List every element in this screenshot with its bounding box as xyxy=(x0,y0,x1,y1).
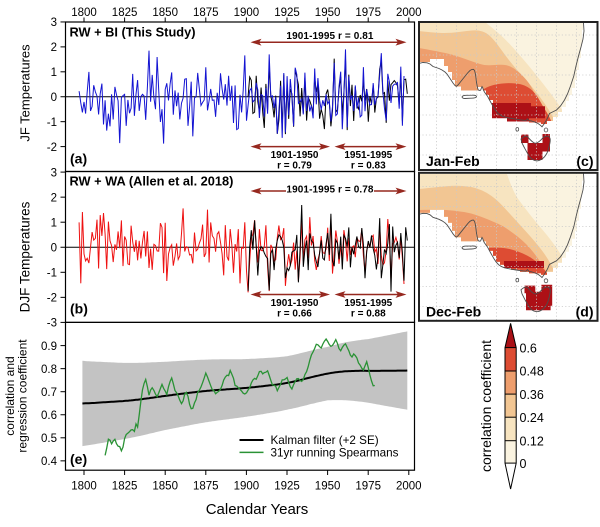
svg-text:Jan-Feb: Jan-Feb xyxy=(426,153,480,169)
svg-text:JF Temperatures: JF Temperatures xyxy=(18,44,33,142)
svg-text:(e): (e) xyxy=(70,451,87,467)
svg-text:0: 0 xyxy=(520,457,527,471)
svg-text:0: 0 xyxy=(51,242,57,254)
svg-text:1825: 1825 xyxy=(112,7,138,19)
svg-text:2000: 2000 xyxy=(396,7,422,19)
svg-text:1925: 1925 xyxy=(274,481,300,493)
svg-text:1951-1995: 1951-1995 xyxy=(344,150,392,161)
svg-text:1: 1 xyxy=(51,67,57,79)
svg-text:r = 0.88: r = 0.88 xyxy=(351,308,386,319)
svg-text:(d): (d) xyxy=(576,303,594,319)
svg-text:1875: 1875 xyxy=(193,7,219,19)
svg-text:r = 0.66: r = 0.66 xyxy=(277,308,312,319)
svg-text:1875: 1875 xyxy=(193,481,219,493)
svg-text:regression coefficient: regression coefficient xyxy=(16,339,30,453)
svg-text:1901-1950: 1901-1950 xyxy=(271,150,319,161)
svg-text:RW + BI (This Study): RW + BI (This Study) xyxy=(70,25,196,40)
svg-text:(a): (a) xyxy=(70,151,87,167)
svg-text:r = 0.79: r = 0.79 xyxy=(277,161,312,172)
svg-text:1901-1950: 1901-1950 xyxy=(271,298,319,309)
svg-text:0.9: 0.9 xyxy=(41,341,57,353)
svg-text:1800: 1800 xyxy=(71,481,97,493)
svg-text:1951-1995: 1951-1995 xyxy=(344,298,392,309)
svg-text:1901-1995 r = 0.78: 1901-1995 r = 0.78 xyxy=(286,185,373,196)
svg-text:(b): (b) xyxy=(70,301,88,317)
svg-text:0.6: 0.6 xyxy=(520,341,537,355)
svg-text:Calendar Years: Calendar Years xyxy=(206,501,309,518)
svg-text:1: 1 xyxy=(51,217,57,229)
svg-text:3: 3 xyxy=(51,167,57,179)
svg-text:1925: 1925 xyxy=(274,7,300,19)
svg-text:1825: 1825 xyxy=(112,481,138,493)
svg-text:RW + WA (Allen et al. 2018): RW + WA (Allen et al. 2018) xyxy=(70,174,234,189)
svg-text:1950: 1950 xyxy=(315,7,341,19)
svg-text:1975: 1975 xyxy=(355,481,381,493)
svg-text:correlation and: correlation and xyxy=(3,356,17,435)
svg-text:Kalman filter (+2 SE): Kalman filter (+2 SE) xyxy=(271,434,379,447)
svg-text:0.5: 0.5 xyxy=(41,433,57,445)
svg-text:0.6: 0.6 xyxy=(41,410,57,422)
svg-text:r = 0.83: r = 0.83 xyxy=(351,161,386,172)
svg-text:0.12: 0.12 xyxy=(520,434,544,448)
svg-text:0.8: 0.8 xyxy=(41,364,57,376)
svg-text:(c): (c) xyxy=(576,153,593,169)
svg-text:-1: -1 xyxy=(47,268,57,280)
svg-text:0.4: 0.4 xyxy=(41,456,58,468)
svg-text:Dec-Feb: Dec-Feb xyxy=(426,303,481,319)
svg-text:1900: 1900 xyxy=(234,481,260,493)
svg-text:2000: 2000 xyxy=(396,481,422,493)
svg-text:-3: -3 xyxy=(47,318,57,330)
svg-text:1975: 1975 xyxy=(355,7,381,19)
svg-text:31yr running Spearmans: 31yr running Spearmans xyxy=(271,447,399,460)
svg-text:0: 0 xyxy=(51,92,57,104)
svg-text:3: 3 xyxy=(51,17,57,29)
svg-text:1950: 1950 xyxy=(315,481,341,493)
svg-text:1901-1995 r = 0.81: 1901-1995 r = 0.81 xyxy=(286,31,373,42)
svg-text:1900: 1900 xyxy=(234,7,260,19)
svg-text:1800: 1800 xyxy=(71,7,97,19)
svg-text:-2: -2 xyxy=(47,142,57,154)
svg-text:-2: -2 xyxy=(47,293,57,305)
svg-text:0.7: 0.7 xyxy=(41,387,57,399)
svg-text:1850: 1850 xyxy=(152,7,178,19)
svg-text:0.48: 0.48 xyxy=(520,365,544,379)
svg-text:0.36: 0.36 xyxy=(520,388,544,402)
svg-text:correlation coefficient: correlation coefficient xyxy=(478,340,494,472)
svg-text:1850: 1850 xyxy=(152,481,178,493)
svg-text:0.24: 0.24 xyxy=(520,411,544,425)
svg-text:DJF Temperatures: DJF Temperatures xyxy=(18,201,33,312)
svg-text:-1: -1 xyxy=(47,117,57,129)
svg-text:2: 2 xyxy=(51,42,57,54)
svg-text:2: 2 xyxy=(51,192,57,204)
